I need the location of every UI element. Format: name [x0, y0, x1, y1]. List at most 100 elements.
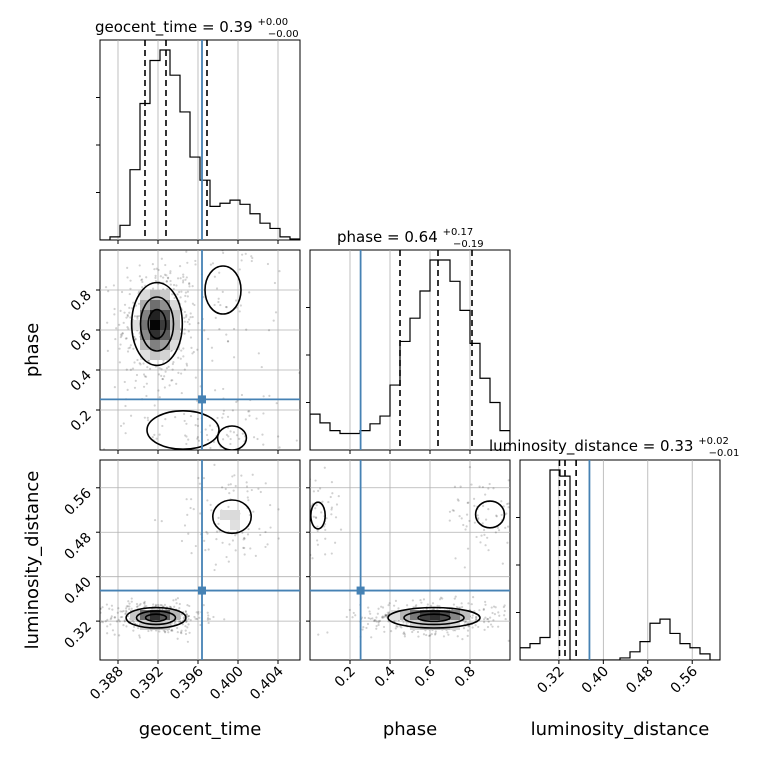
sample-point — [226, 340, 230, 343]
sample-point — [143, 602, 146, 605]
sample-point — [405, 621, 408, 624]
sample-point — [164, 370, 167, 373]
sample-point — [183, 310, 187, 314]
density-cell — [160, 620, 170, 630]
sample-point — [188, 285, 191, 288]
sample-point — [470, 603, 473, 606]
sample-point — [123, 620, 126, 623]
title-luminosity-distance-plus: +0.02 — [698, 436, 729, 447]
sample-point — [492, 619, 495, 622]
sample-point — [180, 349, 183, 352]
sample-point — [380, 605, 383, 608]
sample-point — [247, 499, 250, 502]
sample-point — [203, 539, 206, 542]
sample-point — [101, 621, 105, 624]
sample-point — [167, 365, 170, 368]
sample-point — [113, 633, 116, 636]
sample-point — [244, 418, 247, 421]
sample-point — [123, 303, 127, 306]
sample-point — [466, 547, 470, 550]
sample-point — [222, 438, 225, 441]
sample-point — [183, 419, 186, 423]
sample-point — [140, 279, 143, 282]
sample-point — [137, 302, 141, 305]
sample-point — [479, 541, 482, 544]
sample-point — [158, 396, 161, 399]
grid-lines-2-0 — [100, 460, 300, 660]
panel-frame-1-0 — [99, 249, 301, 451]
sample-point — [243, 546, 246, 550]
density-cell — [140, 320, 150, 330]
sample-point — [438, 605, 441, 608]
sample-point — [136, 457, 138, 459]
sample-point — [475, 535, 478, 539]
sample-point — [186, 320, 189, 324]
sample-point — [492, 487, 495, 490]
sample-point — [119, 424, 123, 428]
sample-point — [494, 531, 497, 534]
sample-point — [217, 516, 220, 520]
sample-point — [482, 528, 486, 532]
sample-point — [217, 300, 220, 304]
sample-point — [141, 286, 144, 289]
sample-point — [369, 612, 372, 615]
sample-point — [101, 606, 104, 609]
sample-point — [136, 315, 139, 318]
sample-point — [266, 543, 269, 546]
sample-point — [279, 489, 281, 491]
sample-point — [377, 621, 380, 624]
sample-point — [464, 620, 467, 623]
sample-point — [285, 519, 287, 521]
sample-point — [119, 333, 123, 336]
sample-point — [242, 538, 245, 541]
grid-lines-2-2 — [558, 460, 693, 660]
sample-point — [183, 316, 186, 319]
sample-point — [210, 346, 214, 349]
sample-point — [221, 416, 224, 419]
sample-point — [512, 527, 514, 529]
x-axis-label-luminosity-distance: luminosity_distance — [531, 719, 710, 740]
sample-point — [163, 273, 167, 276]
sample-point — [431, 602, 435, 605]
sample-point — [179, 296, 182, 299]
sample-point — [257, 487, 260, 490]
sample-point — [475, 618, 478, 622]
sample-point — [367, 616, 370, 620]
sample-point — [122, 422, 125, 425]
sample-point — [436, 604, 439, 607]
contour-line — [139, 296, 175, 352]
sample-point — [229, 437, 232, 441]
sample-point — [468, 519, 471, 523]
sample-point — [453, 485, 457, 488]
sample-point — [114, 337, 117, 341]
sample-point — [128, 346, 132, 349]
sample-point — [516, 614, 518, 616]
sample-point — [377, 623, 380, 627]
sample-point — [189, 414, 193, 418]
sample-point — [472, 497, 476, 500]
sample-point — [186, 604, 189, 607]
sample-point — [233, 474, 236, 477]
sample-point — [165, 367, 169, 370]
sample-point — [156, 603, 160, 607]
sample-point — [160, 478, 162, 480]
sample-point — [215, 530, 219, 533]
sample-point — [247, 528, 250, 531]
sample-point — [132, 629, 135, 632]
sample-point — [159, 275, 162, 278]
sample-point — [495, 515, 498, 518]
sample-point — [260, 365, 263, 369]
sample-point — [367, 606, 370, 609]
sample-point — [184, 625, 187, 628]
sample-point — [197, 476, 200, 480]
sample-point — [167, 631, 170, 634]
sample-point — [536, 617, 538, 619]
sample-point — [152, 603, 155, 606]
sample-point — [180, 290, 183, 293]
sample-point — [126, 266, 129, 269]
contour-line — [387, 606, 481, 629]
sample-point — [491, 611, 494, 615]
sample-point — [183, 412, 186, 416]
sample-point — [380, 616, 384, 619]
sample-point — [168, 384, 171, 387]
